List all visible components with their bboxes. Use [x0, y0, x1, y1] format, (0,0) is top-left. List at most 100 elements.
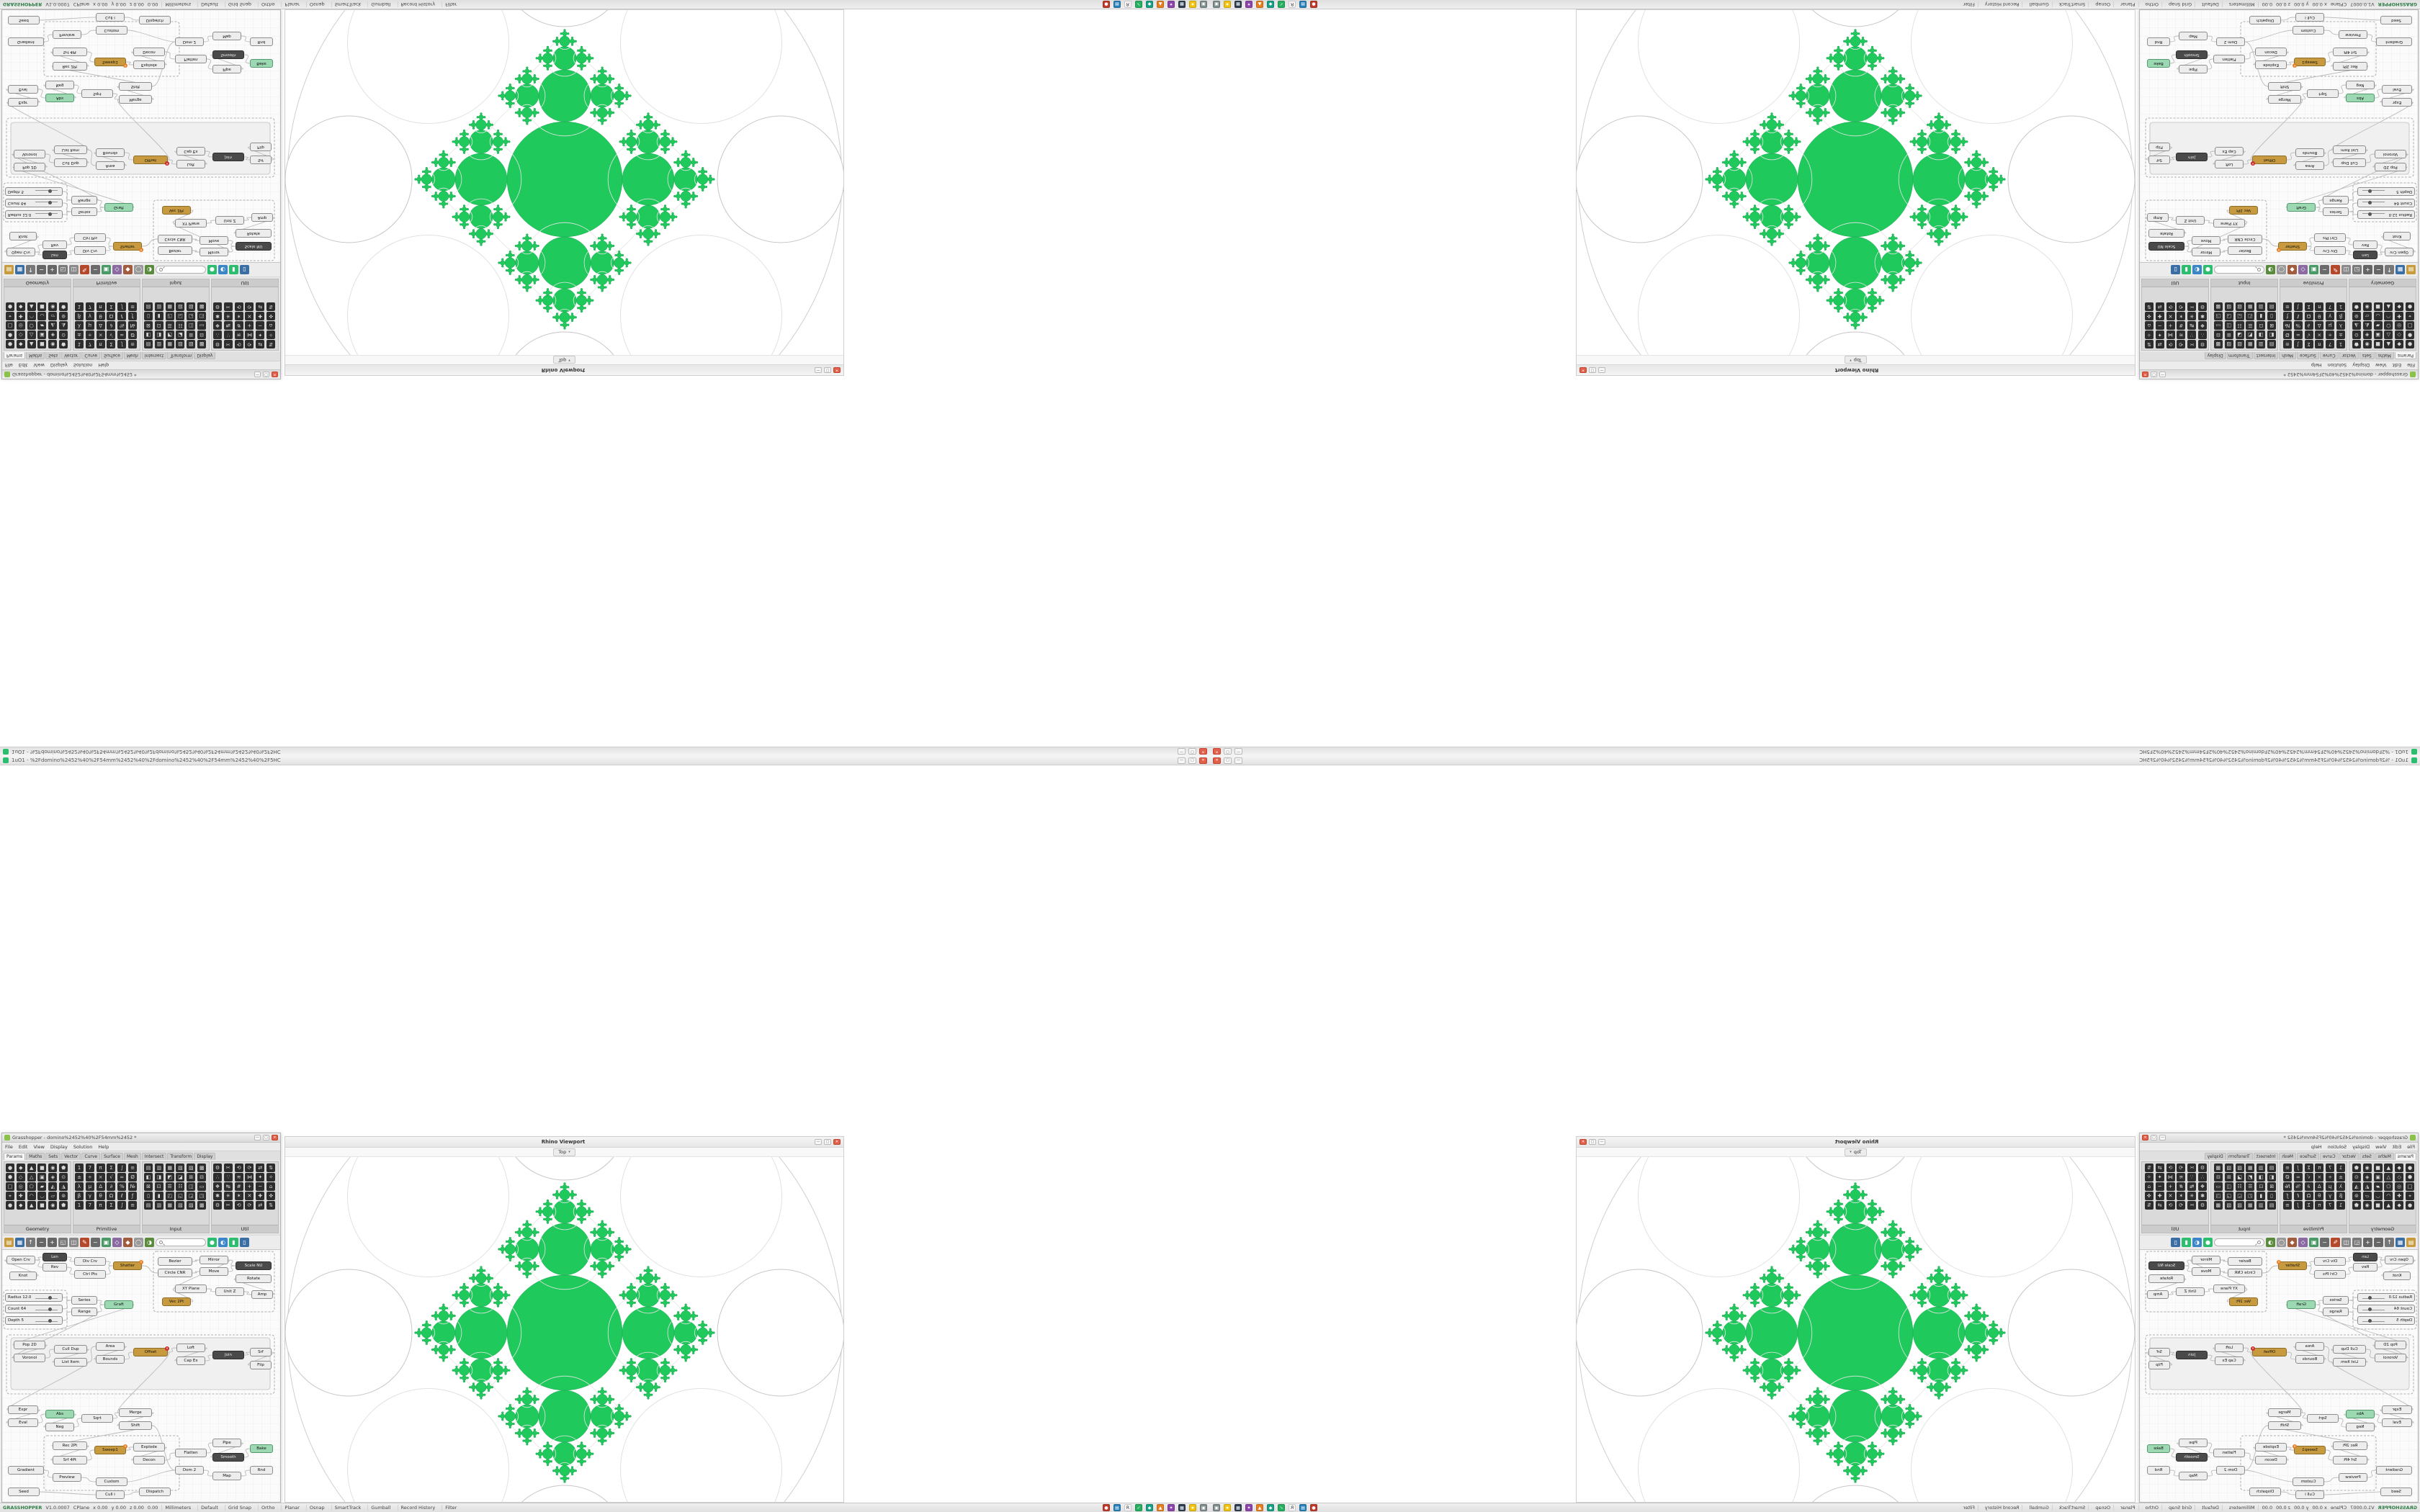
tray-fav-icon[interactable]: ★ [1224, 1, 1231, 8]
component-icon[interactable]: ⬠ [2384, 1182, 2393, 1191]
palette-tab-maths[interactable]: Maths [2375, 352, 2394, 359]
zoom-extents-icon[interactable]: ◱ [2352, 265, 2362, 274]
gh-node[interactable]: Ctrl Pts [2314, 1270, 2346, 1279]
gh-node[interactable]: Pop 2D [2375, 1341, 2406, 1349]
number-slider-node[interactable]: Count 64 [5, 1305, 63, 1313]
component-icon[interactable]: ⟲ [234, 302, 243, 311]
gh-node[interactable]: Knot [2383, 1272, 2411, 1280]
tray-alert-icon[interactable]: ▲ [1157, 1, 1164, 8]
component-icon[interactable]: ◲ [2224, 1192, 2233, 1200]
component-icon[interactable]: ✧ [2144, 1173, 2154, 1182]
canvas-search-box[interactable] [156, 266, 206, 274]
palette-tab-display[interactable]: Display [2204, 352, 2226, 359]
component-icon[interactable]: ▦ [165, 302, 174, 311]
gh-node[interactable]: Eval [2382, 85, 2412, 94]
component-icon[interactable]: ◆ [16, 302, 25, 311]
component-icon[interactable]: ◉ [2362, 1164, 2372, 1172]
component-icon[interactable]: ✧ [266, 1173, 276, 1182]
slider-knob[interactable] [2368, 189, 2372, 193]
component-icon[interactable]: π [96, 1201, 105, 1210]
tray-alert-icon[interactable]: ▲ [1256, 1504, 1263, 1511]
component-icon[interactable]: ≋ [2177, 330, 2186, 339]
search-input[interactable] [2218, 1240, 2256, 1245]
tray-layers-icon[interactable]: ▤ [1113, 1504, 1121, 1511]
component-icon[interactable]: ∵ [2187, 1173, 2197, 1182]
component-icon[interactable]: ⊞ [2224, 1173, 2233, 1182]
gh-node[interactable]: Merge [119, 1408, 152, 1417]
component-icon[interactable]: ✱ [2198, 1192, 2207, 1200]
gh-node[interactable]: Smooth [212, 1453, 244, 1462]
component-icon[interactable]: ▩ [197, 302, 207, 311]
gh-node[interactable]: Series [71, 1296, 97, 1305]
component-icon[interactable]: ● [6, 1201, 14, 1210]
component-icon[interactable]: ▱ [48, 312, 58, 320]
component-icon[interactable]: ⬢ [6, 1173, 14, 1182]
component-icon[interactable]: Δ [96, 1182, 105, 1191]
gh-node[interactable]: Graft [2287, 203, 2316, 212]
gh-node[interactable]: Preview [53, 30, 81, 39]
component-icon[interactable]: ⬟ [2352, 302, 2361, 311]
component-icon[interactable]: ◩ [2246, 330, 2255, 339]
gh-node[interactable]: Scale NU [2148, 1261, 2184, 1270]
gh-node[interactable]: Knot [2383, 232, 2411, 240]
maximize-button[interactable]: ▢ [1224, 748, 1232, 755]
tray-grid-icon[interactable]: ▦ [1178, 1504, 1186, 1511]
component-icon[interactable]: ⟳ [2166, 1201, 2175, 1210]
component-icon[interactable]: ≡ [2282, 1164, 2292, 1172]
gh-node[interactable]: Shatter ✕ [2277, 1260, 2307, 1270]
preview-off-icon[interactable]: ◯ [134, 1238, 143, 1247]
component-icon[interactable]: Ω [107, 1192, 116, 1200]
gh-node[interactable]: Seed [8, 16, 40, 24]
component-icon[interactable]: ✶ [234, 1192, 243, 1200]
component-icon[interactable]: ✂ [223, 1164, 233, 1172]
tray-rhino-icon[interactable]: R [1124, 1, 1131, 8]
component-icon[interactable]: ⟳ [2166, 302, 2175, 311]
component-icon[interactable]: π [96, 1164, 105, 1172]
component-icon[interactable]: ⊚ [59, 312, 68, 320]
gh-node[interactable]: Rec 2Pt [2333, 1441, 2367, 1450]
maximize-button[interactable]: ▢ [1188, 757, 1196, 764]
component-icon[interactable]: ◫ [187, 1182, 196, 1191]
component-icon[interactable]: ⊞ [187, 330, 196, 339]
component-icon[interactable]: ✂ [2187, 302, 2197, 311]
component-icon[interactable]: ▲ [27, 340, 36, 348]
component-icon[interactable]: ◉ [48, 1201, 58, 1210]
menu-item-solution[interactable]: Solution [2327, 1143, 2347, 1150]
gh-node[interactable]: Area [2295, 161, 2324, 170]
component-icon[interactable]: ◭ [2362, 1182, 2372, 1191]
component-icon[interactable]: ✱ [2198, 312, 2207, 320]
component-icon[interactable]: Σ [2304, 1164, 2313, 1172]
palette-tab-intersect[interactable]: Intersect [2253, 352, 2279, 359]
gh-node[interactable]: Sqrt [2307, 1414, 2339, 1423]
component-icon[interactable]: ∫ [2293, 1164, 2303, 1172]
gh-node[interactable]: Voronoi [2375, 1354, 2406, 1362]
gh-node[interactable]: Rotate [2148, 1274, 2184, 1283]
statusbar-pane-filter[interactable]: Filter [442, 1505, 460, 1511]
vp-maximize-button[interactable]: ▢ [824, 1139, 831, 1145]
minimize-button[interactable]: — [1234, 748, 1242, 755]
gh-node[interactable]: Circle CNR [2228, 235, 2262, 243]
component-icon[interactable]: ▮ [154, 1192, 163, 1200]
save-file-icon[interactable]: ▦ [2396, 265, 2405, 274]
component-icon[interactable]: ▤ [144, 302, 153, 311]
gh-node[interactable]: Mirror [200, 1256, 228, 1264]
component-icon[interactable]: ▤ [144, 1201, 153, 1210]
menu-item-edit[interactable]: Edit [18, 1143, 28, 1150]
gh-node[interactable]: Bake [2147, 1444, 2170, 1453]
slider-knob[interactable] [48, 189, 52, 193]
gh-node[interactable]: Srf 4Pt [2333, 1456, 2367, 1464]
statusbar-pane-smarttrack[interactable]: SmartTrack [2056, 1505, 2089, 1511]
component-icon[interactable]: ■ [37, 1201, 47, 1210]
group-icon[interactable]: ▣ [102, 1238, 111, 1247]
component-icon[interactable]: ◳ [197, 312, 207, 320]
component-icon[interactable]: ◪ [2235, 330, 2244, 339]
component-icon[interactable]: ⊠ [144, 321, 153, 330]
gh-node[interactable]: Srf [250, 1348, 272, 1356]
component-icon[interactable]: ⟲ [2177, 1164, 2186, 1172]
preview-wire-icon[interactable]: ◑ [145, 265, 154, 274]
gh-node[interactable]: Amp [251, 213, 273, 222]
preview-selected-icon[interactable]: ▮ [229, 265, 238, 274]
minimize-button[interactable]: — [1178, 757, 1186, 764]
number-slider-node[interactable]: Radius 12.0 [5, 1293, 63, 1302]
component-icon[interactable]: ✂ [2187, 1164, 2197, 1172]
